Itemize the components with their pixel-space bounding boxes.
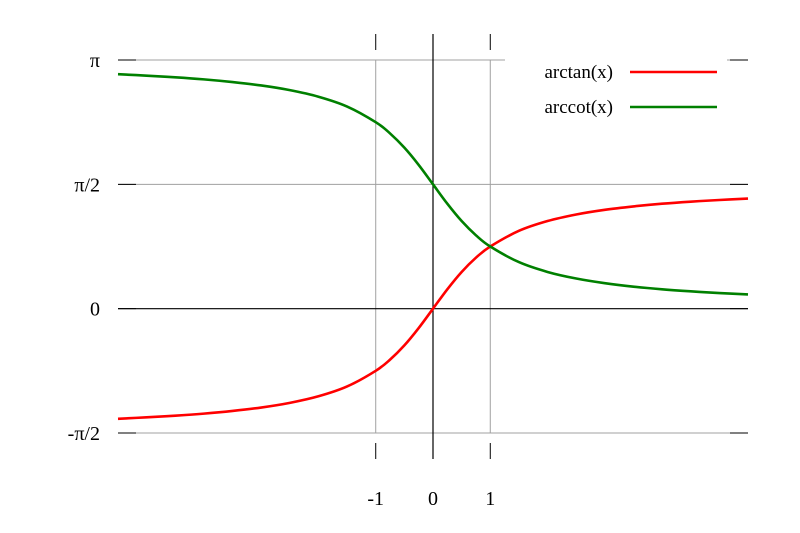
x-tick-label: 0 — [428, 488, 438, 510]
series-line-arccot — [117, 72, 749, 296]
y-tick-label: -π/2 — [68, 423, 100, 445]
series-line-arctan — [117, 197, 749, 421]
tick-labels: π π/2 0 -π/2 -1 0 1 — [68, 50, 496, 510]
x-tick-label: 1 — [485, 488, 495, 510]
legend-label: arctan(x) — [544, 62, 613, 83]
legend-background — [505, 52, 727, 124]
y-tick-label: 0 — [90, 299, 100, 321]
series-group — [117, 72, 749, 421]
legend-label: arccot(x) — [544, 97, 613, 118]
legend: arctan(x) arccot(x) — [505, 52, 748, 124]
y-tick-label: π/2 — [74, 174, 100, 196]
x-tick-label: -1 — [367, 488, 384, 510]
y-tick-label: π — [90, 50, 100, 72]
